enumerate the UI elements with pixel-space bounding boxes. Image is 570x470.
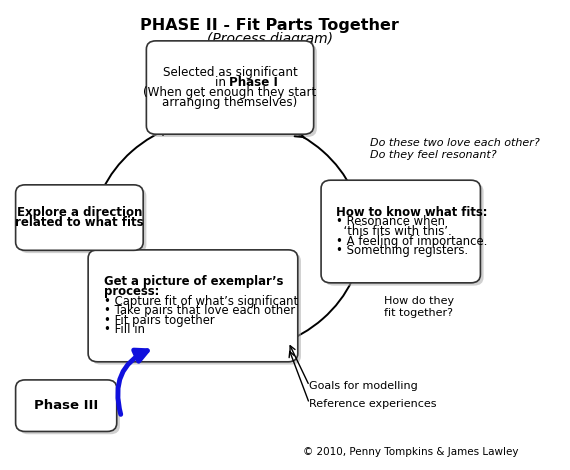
Text: Phase III: Phase III xyxy=(34,399,98,412)
FancyBboxPatch shape xyxy=(91,253,301,365)
Text: • Something registers.: • Something registers. xyxy=(336,244,468,257)
Text: Reference experiences: Reference experiences xyxy=(310,399,437,408)
FancyBboxPatch shape xyxy=(321,180,481,283)
FancyBboxPatch shape xyxy=(149,44,317,137)
Text: • Take pairs that love each other: • Take pairs that love each other xyxy=(104,304,295,317)
Text: (Process diagram): (Process diagram) xyxy=(207,32,333,46)
FancyArrowPatch shape xyxy=(118,350,147,415)
Text: related to what fits: related to what fits xyxy=(15,216,144,229)
FancyBboxPatch shape xyxy=(19,188,146,253)
Text: PHASE II - Fit Parts Together: PHASE II - Fit Parts Together xyxy=(140,17,399,32)
Text: How to know what fits:: How to know what fits: xyxy=(336,206,487,219)
Text: process:: process: xyxy=(104,285,159,298)
Text: • Fill in: • Fill in xyxy=(104,323,145,336)
Text: How do they
fit together?: How do they fit together? xyxy=(384,296,454,318)
Text: • Resonance when: • Resonance when xyxy=(336,215,445,228)
FancyBboxPatch shape xyxy=(15,380,117,431)
Text: • Fit pairs together: • Fit pairs together xyxy=(104,313,215,327)
FancyBboxPatch shape xyxy=(88,250,298,362)
Text: Do these two love each other?
Do they feel resonant?: Do these two love each other? Do they fe… xyxy=(370,138,540,160)
Text: • Capture fit of what’s significant: • Capture fit of what’s significant xyxy=(104,295,298,307)
Text: Explore a direction: Explore a direction xyxy=(17,206,142,219)
Text: Goals for modelling: Goals for modelling xyxy=(310,381,418,391)
Text: Get a picture of exemplar’s: Get a picture of exemplar’s xyxy=(104,275,283,289)
FancyBboxPatch shape xyxy=(19,383,120,434)
FancyBboxPatch shape xyxy=(15,185,143,251)
FancyBboxPatch shape xyxy=(324,183,483,286)
Text: Phase I: Phase I xyxy=(230,76,278,89)
Text: ‘this fits with this’.: ‘this fits with this’. xyxy=(336,225,451,238)
Text: (When get enough they start: (When get enough they start xyxy=(144,86,317,99)
Text: • A feeling of importance.: • A feeling of importance. xyxy=(336,235,487,248)
Text: © 2010, Penny Tompkins & James Lawley: © 2010, Penny Tompkins & James Lawley xyxy=(303,447,519,457)
Text: Selected as significant: Selected as significant xyxy=(162,66,298,79)
FancyBboxPatch shape xyxy=(146,41,314,134)
Text: in: in xyxy=(215,76,230,89)
Text: arranging themselves): arranging themselves) xyxy=(162,96,298,109)
